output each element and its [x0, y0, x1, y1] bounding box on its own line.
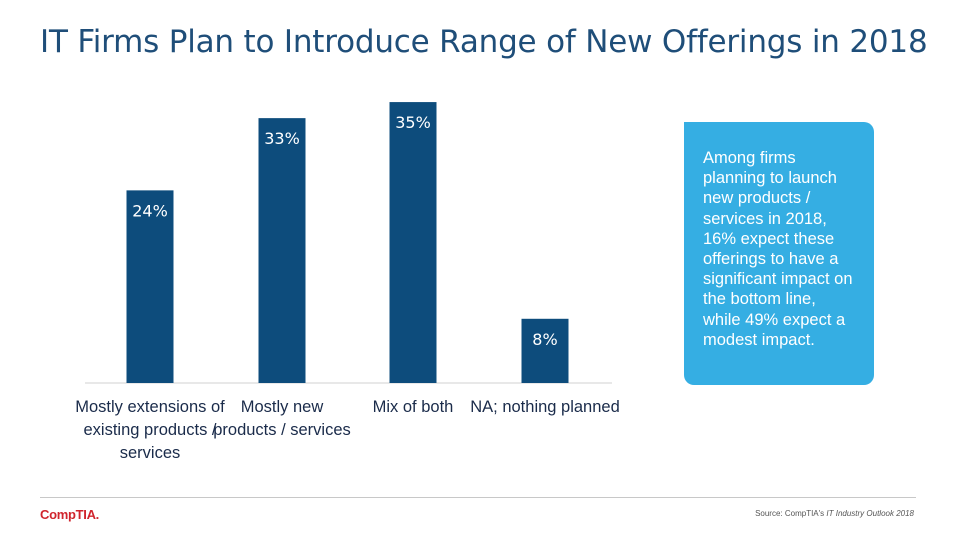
page-title: IT Firms Plan to Introduce Range of New …	[40, 24, 928, 60]
category-label-0: Mostly extensions of existing products /…	[75, 398, 225, 462]
source-publication: IT Industry Outlook 2018	[826, 509, 914, 518]
bar-0	[126, 190, 174, 383]
callout-box: Among firms planning to launch new produ…	[684, 122, 874, 385]
bar-value-label-0: 24%	[132, 201, 168, 220]
category-label-3: NA; nothing planned	[470, 398, 620, 416]
footer-divider	[40, 497, 916, 498]
bar-1	[258, 118, 306, 383]
source-note: Source: CompTIA's IT Industry Outlook 20…	[755, 509, 914, 518]
bar-value-label-3: 8%	[532, 330, 557, 349]
bar-value-label-1: 33%	[264, 129, 300, 148]
callout-text: Among firms planning to launch new produ…	[703, 149, 853, 349]
category-label-1: Mostly new products / services	[213, 398, 351, 439]
category-label-2: Mix of both	[372, 398, 454, 416]
bar-2	[389, 102, 437, 383]
bar-3	[521, 318, 569, 383]
bar-value-label-2: 35%	[395, 113, 431, 132]
source-prefix: Source: CompTIA's	[755, 509, 827, 518]
comptia-logo: CompTIA.	[40, 507, 99, 522]
